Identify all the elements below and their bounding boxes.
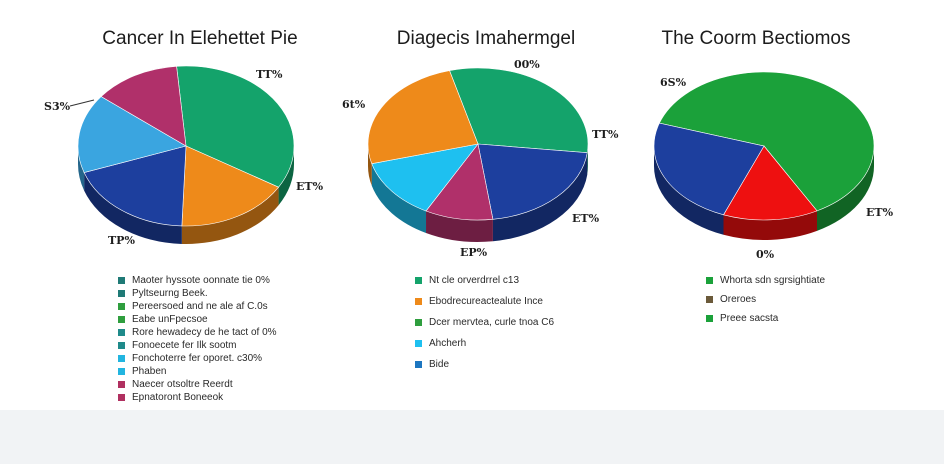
chart-3-slice-1 [658,71,875,212]
chart-2-slice-5 [367,70,479,165]
chart-2-slice-1 [449,67,589,154]
chart-3-legend: Whorta sdn sgrsightiate Oreroes Preee sacs… [706,274,825,331]
pie-charts-svg: S3% TT% ET% TP% 6t% 00% TT% ET% EP% 6S% ET% 0% [44,58,894,261]
legend-label: Ahcherh [429,338,467,349]
chart-1-slice-4 [77,96,187,173]
legend-label: Bide [429,359,450,370]
chart-3-data-label-2: ET% [866,206,894,219]
legend-label: Dcer mervtea, curle tnoa C6 [429,317,555,328]
chart-1-title: Cancer In Elehettet Pie [102,28,298,49]
chart-1-slice-1 [176,65,295,188]
chart-1-slice-3-side [84,172,182,244]
chart-2-slice-4-side [371,163,427,233]
legend-label: Rore hewadecy de he tact of 0% [132,327,277,338]
legend-swatch [118,368,125,375]
legend-label: Eabe unFpecsoe [132,314,208,325]
chart-1-data-label-1: S3% [44,100,71,113]
chart-1-slice-1-side [278,146,294,206]
chart-2-data-label-4: ET% [572,212,600,225]
legend-label: Preee sacsta [720,313,779,324]
legend-label: Epnatoront Boneeok [132,392,224,403]
legend-label: Nt cle orverdrrel c13 [429,275,520,286]
chart-1-legend-item: Eabe unFpecsoe [118,313,277,326]
chart-1-legend-item: Fonchoterre fer oporet. c30% [118,352,277,365]
chart-3-data-label-3: 0% [756,248,775,261]
legend-label: Pyltseurng Beek. [132,288,208,299]
legend-swatch [118,394,125,401]
chart-2-data-label-1: 6t% [342,98,366,111]
chart-1-legend-item: Pyltseurng Beek. [118,287,277,300]
chart-1-data-label-3: ET% [296,180,324,193]
chart-1-leader-line-1 [69,99,95,107]
chart-2-slice-2-side [492,152,588,242]
chart-2-data-label-5: EP% [460,246,488,259]
chart-2-slice-2 [477,143,588,220]
chart-3-slice-3 [653,122,765,216]
legend-swatch [415,277,422,284]
legend-swatch [415,340,422,347]
legend-swatch [118,303,125,310]
chart-3-slice-2 [723,145,818,221]
legend-label: Ebodrecureactealute Ince [429,296,543,307]
chart-3-legend-item: Preee sacsta [706,312,825,325]
legend-label: Fonoecete fer Ilk sootm [132,340,237,351]
legend-swatch [415,361,422,368]
legend-swatch [118,355,125,362]
chart-1-slice-5 [100,65,187,147]
legend-label: Phaben [132,366,167,377]
chart-1-legend-item: Maoter hyssote oonnate tie 0% [118,274,277,287]
legend-swatch [118,277,125,284]
legend-swatch [118,329,125,336]
legend-swatch [415,319,422,326]
legend-swatch [706,277,713,284]
chart-3-title: The Coorm Bectiomos [661,28,851,49]
chart-2-title: Diagecis Imahermgel [396,28,576,49]
chart-2-slice-3-side [426,210,493,242]
chart-3-legend-item: Oreroes [706,293,825,306]
legend-label: Whorta sdn sgrsightiate [720,275,826,286]
chart-2-legend-item: Ebodrecureactealute Ince [415,295,554,308]
legend-swatch [118,290,125,297]
legend-label: Oreroes [720,294,757,305]
chart-3-data-label-1: 6S% [660,76,687,89]
legend-swatch [118,342,125,349]
legend-label: Maoter hyssote oonnate tie 0% [132,275,270,286]
chart-2-data-label-2: 00% [514,58,540,71]
chart-1-slice-2 [181,145,280,227]
chart-3-slice-3-side [654,146,724,235]
chart-1-slice-4-side [78,146,85,191]
chart-2-legend-item: Dcer mervtea, curle tnoa C6 [415,316,554,329]
chart-1-slice-2-side [181,187,279,245]
chart-1-legend-item: Naecer otsoltre Reerdt [118,378,277,391]
chart-1-data-label-2: TT% [256,68,283,81]
chart-1-legend-item: Fonoecete fer Ilk sootm [118,339,277,352]
legend-swatch [118,316,125,323]
legend-swatch [706,315,713,322]
chart-3-slice-2-side [723,210,817,241]
legend-label: Pereersoed and ne ale af C.0s [132,301,268,312]
chart-1-legend-item: Rore hewadecy de he tact of 0% [118,326,277,339]
legend-swatch [415,298,422,305]
chart-1-legend-item: Phaben [118,365,277,378]
chart-2-data-label-3: TT% [592,128,619,141]
chart-1-legend-item: Epnatoront Boneeok [118,391,277,404]
legend-swatch [118,381,125,388]
chart-2-legend-item: Ahcherh [415,337,554,350]
legend-label: Naecer otsoltre Reerdt [132,379,233,390]
legend-swatch [706,296,713,303]
chart-2-legend-item: Bide [415,358,554,371]
pie-charts-row: Cancer In Elehettet Pie Diagecis Imaherm… [44,28,894,261]
chart-3-legend-item: Whorta sdn sgrsightiate [706,274,825,287]
legend-label: Fonchoterre fer oporet. c30% [132,353,263,364]
chart-2-legend-item: Nt cle orverdrrel c13 [415,274,554,287]
chart-2-legend: Nt cle orverdrrel c13 Ebodrecureactealute… [415,274,554,379]
chart-1-data-label-5: TP% [108,234,135,247]
chart-1-legend-item: Pereersoed and ne ale af C.0s [118,300,277,313]
chart-1-legend: Maoter hyssote oonnate tie 0% Pyltseurng … [118,274,277,404]
chart-2-slice-4 [371,143,479,212]
chart-3-slice-1-side [816,146,874,231]
